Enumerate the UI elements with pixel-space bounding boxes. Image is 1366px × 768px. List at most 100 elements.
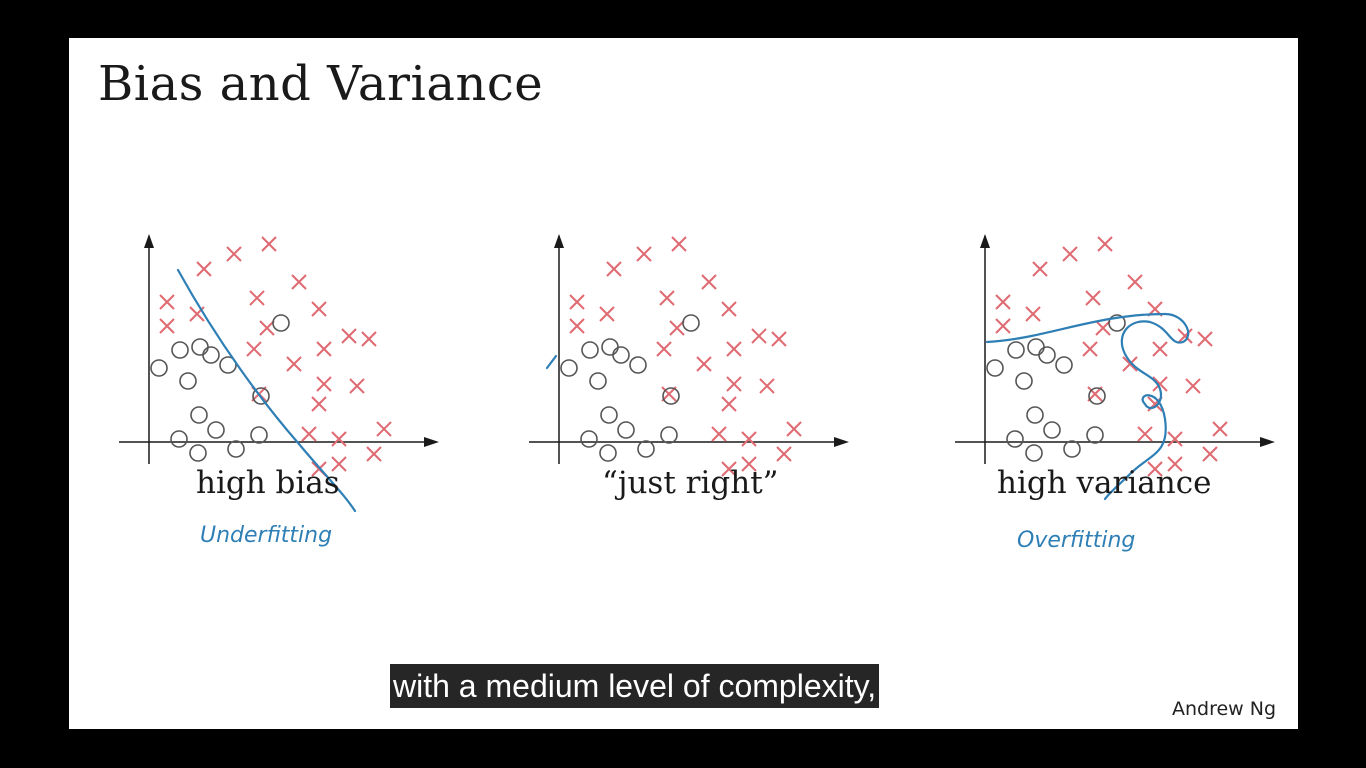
cross-mark-icon	[1152, 376, 1168, 392]
circle-mark-icon	[1015, 372, 1033, 390]
circle-mark-icon	[1027, 338, 1045, 356]
circle-mark-icon	[252, 387, 270, 405]
circle-mark-icon	[207, 421, 225, 439]
cross-mark-icon	[726, 376, 742, 392]
cross-mark-icon	[246, 341, 262, 357]
cross-mark-icon	[1177, 328, 1193, 344]
cross-mark-icon	[1082, 341, 1098, 357]
cross-mark-icon	[671, 236, 687, 252]
panel-just-right	[519, 224, 849, 564]
high-bias-plot	[119, 234, 439, 513]
cross-mark-icon	[569, 294, 585, 310]
circle-mark-icon	[662, 387, 680, 405]
cross-mark-icon	[259, 320, 275, 336]
cross-mark-icon	[316, 376, 332, 392]
panel-high-bias	[109, 224, 439, 564]
decision-boundary	[985, 312, 1190, 501]
cross-mark-icon	[995, 294, 1011, 310]
cross-mark-icon	[636, 246, 652, 262]
cross-mark-icon	[1147, 461, 1163, 477]
slide-title: Bias and Variance	[98, 56, 544, 112]
just-right-plot	[529, 234, 849, 477]
note-underfitting: Underfitting	[200, 523, 333, 548]
cross-mark-icon	[1097, 236, 1113, 252]
cross-mark-icon	[661, 386, 677, 402]
cross-mark-icon	[751, 328, 767, 344]
cross-mark-icon	[1167, 431, 1183, 447]
circle-mark-icon	[191, 338, 209, 356]
circle-mark-icon	[1086, 426, 1104, 444]
cross-mark-icon	[721, 396, 737, 412]
cross-mark-icon	[696, 356, 712, 372]
panel-high-variance	[945, 224, 1275, 564]
cross-mark-icon	[361, 331, 377, 347]
circle-mark-icon	[1063, 440, 1081, 458]
circle-mark-icon	[189, 444, 207, 462]
cross-mark-icon	[711, 426, 727, 442]
cross-mark-icon	[1152, 341, 1168, 357]
y-axis-arrow	[980, 234, 990, 248]
circle-mark-icon	[150, 359, 168, 377]
cross-mark-icon	[1087, 386, 1103, 402]
circle-mark-icon	[250, 426, 268, 444]
cross-mark-icon	[311, 396, 327, 412]
cross-mark-icon	[771, 331, 787, 347]
cross-mark-icon	[1032, 261, 1048, 277]
circle-mark-icon	[617, 421, 635, 439]
cross-mark-icon	[721, 301, 737, 317]
cross-mark-icon	[606, 261, 622, 277]
circle-mark-icon	[202, 346, 220, 364]
lecture-slide: Bias and Variance high bias “just right”…	[69, 38, 1298, 729]
cross-mark-icon	[1137, 426, 1153, 442]
circle-mark-icon	[1006, 430, 1024, 448]
cross-mark-icon	[311, 301, 327, 317]
cross-mark-icon	[159, 294, 175, 310]
high-variance-plot	[955, 234, 1275, 501]
circle-mark-icon	[560, 359, 578, 377]
cross-mark-icon	[786, 421, 802, 437]
circle-mark-icon	[190, 406, 208, 424]
cross-mark-icon	[669, 320, 685, 336]
cross-mark-icon	[316, 341, 332, 357]
cross-mark-icon	[349, 378, 365, 394]
circle-mark-icon	[1025, 444, 1043, 462]
circle-mark-icon	[629, 356, 647, 374]
cross-mark-icon	[726, 341, 742, 357]
cross-mark-icon	[1185, 378, 1201, 394]
decision-boundary	[545, 354, 558, 370]
cross-mark-icon	[1122, 356, 1138, 372]
cross-mark-icon	[261, 236, 277, 252]
cross-mark-icon	[995, 318, 1011, 334]
cross-mark-icon	[291, 274, 307, 290]
cross-mark-icon	[331, 456, 347, 472]
caption-just-right: “just right”	[602, 465, 779, 501]
cross-mark-icon	[741, 456, 757, 472]
cross-mark-icon	[1127, 274, 1143, 290]
cross-mark-icon	[196, 261, 212, 277]
circle-mark-icon	[580, 430, 598, 448]
circle-mark-icon	[660, 426, 678, 444]
note-overfitting: Overfitting	[1017, 528, 1136, 553]
circle-mark-icon	[637, 440, 655, 458]
cross-mark-icon	[249, 290, 265, 306]
circle-mark-icon	[227, 440, 245, 458]
y-axis-arrow	[144, 234, 154, 248]
cross-mark-icon	[759, 378, 775, 394]
cross-mark-icon	[1095, 320, 1111, 336]
cross-mark-icon	[569, 318, 585, 334]
circle-mark-icon	[1026, 406, 1044, 424]
cross-mark-icon	[1202, 446, 1218, 462]
circle-mark-icon	[1088, 387, 1106, 405]
cross-mark-icon	[366, 446, 382, 462]
circle-mark-icon	[171, 341, 189, 359]
cross-mark-icon	[659, 290, 675, 306]
x-axis-arrow	[1260, 437, 1275, 447]
video-subtitle: with a medium level of complexity,	[390, 664, 880, 708]
cross-mark-icon	[331, 431, 347, 447]
circle-mark-icon	[170, 430, 188, 448]
cross-mark-icon	[1167, 456, 1183, 472]
circle-mark-icon	[272, 314, 290, 332]
circle-mark-icon	[599, 444, 617, 462]
cross-mark-icon	[286, 356, 302, 372]
x-axis-arrow	[834, 437, 849, 447]
